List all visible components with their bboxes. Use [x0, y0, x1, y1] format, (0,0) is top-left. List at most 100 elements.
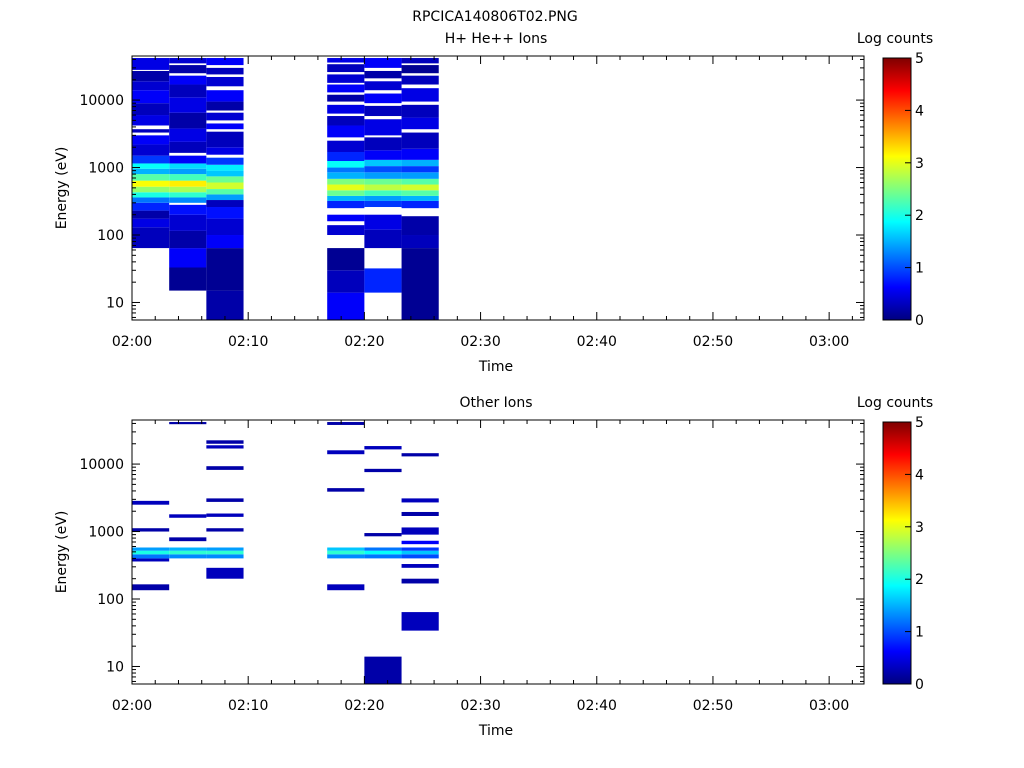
heatmap-cell: [327, 140, 365, 152]
heatmap-cell: [327, 178, 365, 185]
heatmap-cell: [169, 537, 207, 542]
y-tick-label: 10: [106, 295, 124, 311]
y-tick-label: 100: [97, 228, 124, 244]
heatmap-cell: [206, 445, 244, 449]
y-tick-label: 1000: [88, 525, 124, 541]
heatmap-cell: [206, 218, 244, 236]
x-tick-label: 02:50: [693, 334, 733, 350]
heatmap-cell: [169, 547, 207, 551]
heatmap-cell: [327, 225, 365, 236]
heatmap-cell: [206, 513, 244, 517]
heatmap-cell: [206, 90, 244, 102]
heatmap-cell: [206, 176, 244, 183]
y-axis-label: Energy (eV): [54, 147, 70, 230]
heatmap-cell: [169, 163, 207, 169]
heatmap-cell: [206, 498, 244, 502]
heatmap-cell: [169, 248, 207, 268]
heatmap-cell: [327, 200, 365, 209]
heatmap-cell: [327, 104, 365, 114]
x-tick-label: 02:00: [112, 334, 152, 350]
heatmap-cell: [169, 204, 207, 215]
heatmap-cell: [132, 227, 170, 249]
heatmap-cell: [206, 290, 244, 320]
colorbar-tick-label: 0: [915, 677, 924, 693]
heatmap-cell: [364, 214, 402, 230]
heatmap-cell: [169, 174, 207, 181]
heatmap-cell: [132, 70, 170, 82]
y-tick-label: 1000: [88, 161, 124, 177]
heatmap-cell: [206, 58, 244, 66]
heatmap-cell: [132, 168, 170, 175]
x-tick-label: 02:30: [460, 334, 500, 350]
heatmap-cell: [169, 65, 207, 74]
heatmap-cell: [327, 214, 365, 222]
heatmap-cell: [132, 90, 170, 104]
y-tick-label: 100: [97, 592, 124, 608]
heatmap-cell: [401, 172, 439, 179]
heatmap-cell: [401, 58, 439, 64]
heatmap-cell: [401, 248, 439, 320]
heatmap-cell: [364, 554, 402, 559]
heatmap-cell: [364, 159, 402, 167]
heatmap-cell: [364, 172, 402, 179]
heatmap-cell: [401, 184, 439, 191]
x-tick-label: 02:00: [112, 698, 152, 714]
heatmap-cell: [327, 584, 365, 591]
heatmap-cell: [132, 81, 170, 91]
heatmap-cell: [401, 148, 439, 160]
panel-h-he-ions: 02:00 02:10 02:20 02:30 02:40 02:50 03:0010100…: [54, 31, 933, 375]
heatmap-cell: [169, 514, 207, 518]
heatmap-cell: [364, 468, 402, 473]
colorbar-label: Log counts: [857, 395, 933, 411]
heatmap-cell: [401, 498, 439, 503]
x-tick-label: 02:40: [577, 698, 617, 714]
heatmap-cell: [132, 197, 170, 203]
heatmap-cell: [132, 554, 170, 559]
heatmap-cell: [364, 81, 402, 91]
heatmap-cell: [327, 292, 365, 320]
heatmap-cell: [401, 554, 439, 559]
heatmap-cell: [169, 168, 207, 175]
heatmap-cell: [206, 547, 244, 551]
heatmap-cell: [364, 446, 402, 450]
heatmap-cell: [206, 440, 244, 444]
x-tick-label: 03:00: [809, 698, 849, 714]
heatmap-cell: [364, 93, 402, 104]
heatmap-cell: [206, 67, 244, 75]
heatmap-cell: [206, 248, 244, 291]
heatmap-cell: [327, 151, 365, 162]
x-tick-label: 02:20: [344, 334, 384, 350]
figure-title: RPCICA140806T02.PNG: [412, 9, 577, 25]
heatmap-cell: [169, 112, 207, 129]
heatmap-cell: [206, 101, 244, 111]
heatmap-cell: [327, 547, 365, 551]
x-axis-label: Time: [478, 723, 513, 739]
heatmap-cell: [132, 135, 170, 145]
heatmap-cell: [169, 214, 207, 231]
heatmap-cell: [364, 190, 402, 196]
heatmap-cell: [169, 141, 207, 153]
heatmap-cell: [364, 178, 402, 185]
y-tick-label: 10: [106, 659, 124, 675]
heatmap-cell: [169, 155, 207, 164]
heatmap-cell: [327, 190, 365, 196]
heatmap-cell: [364, 547, 402, 551]
heatmap-cell: [132, 558, 170, 562]
heatmap-cell: [132, 115, 170, 126]
heatmap-cell: [364, 229, 402, 249]
heatmap-cell: [169, 58, 207, 64]
heatmap-cell: [169, 230, 207, 249]
heatmap-cell: [169, 192, 207, 198]
heatmap-cell: [401, 453, 439, 457]
heatmap-cell: [327, 422, 365, 425]
heatmap-cell: [132, 58, 170, 70]
colorbar-tick-label: 1: [915, 625, 924, 641]
heatmap-cell: [401, 578, 439, 584]
heatmap-cell: [327, 195, 365, 201]
heatmap-cell: [206, 235, 244, 249]
heatmap-cell: [364, 166, 402, 173]
heatmap-cell: [206, 207, 244, 219]
heatmap-cell: [206, 567, 244, 579]
heatmap-cell: [206, 550, 244, 555]
